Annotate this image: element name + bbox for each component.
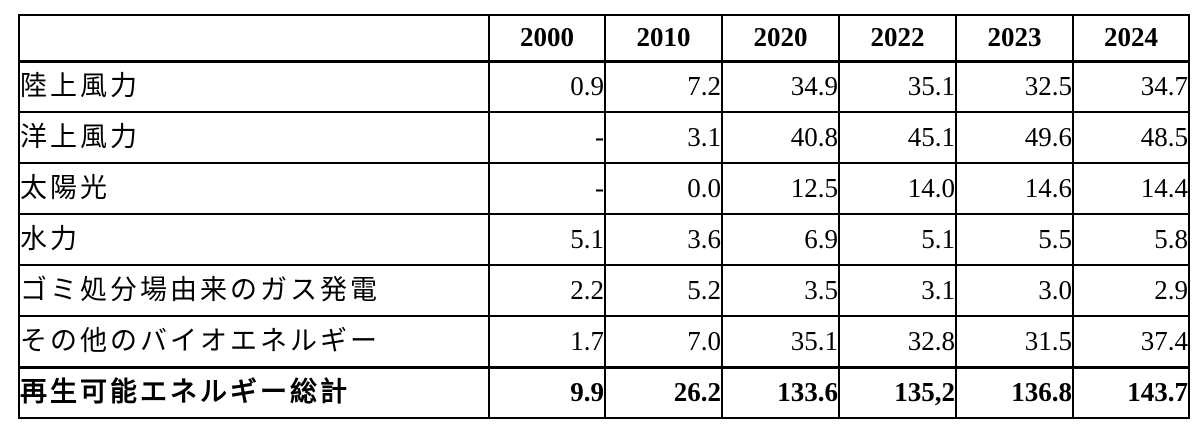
value-cell: 0.0 [604, 162, 723, 215]
value-cell: 135,2 [838, 365, 957, 419]
row-label: 洋上風力 [18, 111, 490, 164]
table-row: 水力 5.1 3.6 6.9 5.1 5.5 5.8 [18, 213, 1190, 266]
value-cell: 3.5 [721, 264, 840, 317]
value-cell: 0.9 [488, 60, 606, 113]
renewable-energy-table: 2000 2010 2020 2022 2023 2024 陸上風力 0.9 7.2 34.9 3… [18, 14, 1190, 419]
value-cell: 5.2 [604, 264, 723, 317]
value-cell: 32.5 [955, 60, 1074, 113]
table-row: ゴミ処分場由来のガス発電 2.2 5.2 3.5 3.1 3.0 2.9 [18, 264, 1190, 317]
table-row: その他のバイオエネルギー 1.7 7.0 35.1 32.8 31.5 37.4 [18, 315, 1190, 368]
value-cell: 14.6 [955, 162, 1074, 215]
value-cell: 3.6 [604, 213, 723, 266]
value-cell: 14.4 [1072, 162, 1190, 215]
corner-header-cell [18, 14, 490, 63]
year-header-cell: 2023 [955, 14, 1074, 63]
value-cell: - [488, 162, 606, 215]
value-cell: 14.0 [838, 162, 957, 215]
table-row: 陸上風力 0.9 7.2 34.9 35.1 32.5 34.7 [18, 60, 1190, 113]
value-cell: 40.8 [721, 111, 840, 164]
table-row: 洋上風力 -3.1 40.8 45.1 49.6 48.5 [18, 111, 1190, 164]
row-label: 陸上風力 [18, 60, 490, 113]
value-cell: 35.1 [838, 60, 957, 113]
value-cell: 32.8 [838, 315, 957, 368]
value-cell: 136.8 [955, 365, 1074, 419]
value-cell: 133.6 [721, 365, 840, 419]
row-label: 水力 [18, 213, 490, 266]
value-cell: 1.7 [488, 315, 606, 368]
value-cell: 3.1 [604, 111, 723, 164]
value-cell: 34.7 [1072, 60, 1190, 113]
value-cell: 31.5 [955, 315, 1074, 368]
value-cell: 5.8 [1072, 213, 1190, 266]
table-header: 2000 2010 2020 2022 2023 2024 [18, 14, 1190, 63]
value-cell: 26.2 [604, 365, 723, 419]
header-row: 2000 2010 2020 2022 2023 2024 [18, 14, 1190, 63]
row-label: 再生可能エネルギー総計 [18, 365, 490, 419]
value-cell: 143.7 [1072, 365, 1190, 419]
value-cell: 12.5 [721, 162, 840, 215]
value-cell: 35.1 [721, 315, 840, 368]
value-cell: 2.9 [1072, 264, 1190, 317]
value-cell: - [488, 111, 606, 164]
year-header-cell: 2022 [838, 14, 957, 63]
value-cell: 34.9 [721, 60, 840, 113]
year-header-cell: 2020 [721, 14, 840, 63]
table-body: 陸上風力 0.9 7.2 34.9 35.1 32.5 34.7 洋上風力 -3.1 40.8 45… [18, 60, 1190, 419]
value-cell: 5.1 [838, 213, 957, 266]
value-cell: 45.1 [838, 111, 957, 164]
value-cell: 2.2 [488, 264, 606, 317]
value-cell: 49.6 [955, 111, 1074, 164]
value-cell: 9.9 [488, 365, 606, 419]
value-cell: 6.9 [721, 213, 840, 266]
value-cell: 37.4 [1072, 315, 1190, 368]
year-header-cell: 2000 [488, 14, 606, 63]
year-header-cell: 2024 [1072, 14, 1190, 63]
row-label: 太陽光 [18, 162, 490, 215]
value-cell: 3.0 [955, 264, 1074, 317]
total-row: 再生可能エネルギー総計 9.9 26.2 133.6 135,2 136.8 143.7 [18, 365, 1190, 419]
value-cell: 3.1 [838, 264, 957, 317]
table-row: 太陽光 -0.0 12.5 14.0 14.6 14.4 [18, 162, 1190, 215]
row-label: その他のバイオエネルギー [18, 315, 490, 368]
value-cell: 5.5 [955, 213, 1074, 266]
value-cell: 5.1 [488, 213, 606, 266]
year-header-cell: 2010 [604, 14, 723, 63]
value-cell: 7.2 [604, 60, 723, 113]
row-label: ゴミ処分場由来のガス発電 [18, 264, 490, 317]
value-cell: 7.0 [604, 315, 723, 368]
value-cell: 48.5 [1072, 111, 1190, 164]
